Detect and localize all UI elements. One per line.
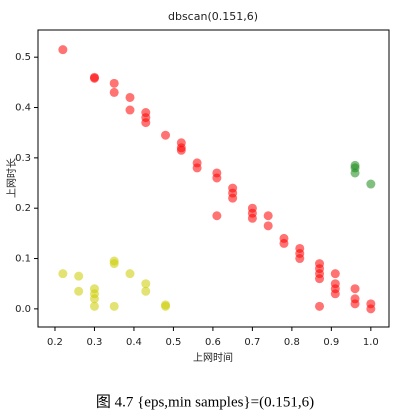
point bbox=[330, 289, 340, 299]
point bbox=[315, 301, 325, 311]
y-tick-label: 0.3 bbox=[15, 153, 31, 164]
point bbox=[74, 286, 84, 296]
chart-title: dbscan(0.151,6) bbox=[168, 10, 258, 23]
point bbox=[366, 304, 376, 314]
point bbox=[263, 211, 273, 221]
y-tick-label: 0.5 bbox=[15, 52, 31, 63]
point bbox=[212, 211, 222, 221]
x-tick-label: 0.7 bbox=[244, 337, 260, 348]
point bbox=[125, 92, 135, 102]
point bbox=[109, 78, 119, 88]
point bbox=[212, 173, 222, 183]
y-axis-label: 上网时长 bbox=[6, 158, 18, 198]
x-tick-label: 0.5 bbox=[165, 337, 181, 348]
x-tick-label: 0.6 bbox=[205, 337, 221, 348]
point bbox=[247, 213, 257, 223]
x-tick-label: 0.3 bbox=[87, 337, 103, 348]
point bbox=[366, 179, 376, 189]
point bbox=[192, 163, 202, 173]
point bbox=[109, 259, 119, 269]
point bbox=[161, 130, 171, 140]
point bbox=[350, 299, 360, 309]
point bbox=[58, 45, 68, 55]
x-tick-label: 0.9 bbox=[323, 337, 339, 348]
x-tick-label: 0.8 bbox=[284, 337, 300, 348]
point bbox=[141, 118, 151, 128]
x-tick-label: 0.2 bbox=[47, 337, 63, 348]
point bbox=[228, 193, 238, 203]
point bbox=[350, 168, 360, 178]
point bbox=[263, 221, 273, 231]
x-axis-label: 上网时间 bbox=[193, 351, 233, 364]
point bbox=[330, 269, 340, 279]
point bbox=[125, 269, 135, 279]
point bbox=[161, 300, 171, 310]
point bbox=[350, 284, 360, 294]
x-tick-label: 1.0 bbox=[363, 337, 379, 348]
figure-caption: 图 4.7 {eps,min samples}=(0.151,6) bbox=[96, 393, 314, 410]
point bbox=[279, 238, 289, 248]
point bbox=[295, 254, 305, 264]
point bbox=[74, 271, 84, 281]
point bbox=[89, 294, 99, 304]
y-tick-label: 0.2 bbox=[15, 203, 31, 214]
x-tick-label: 0.4 bbox=[126, 337, 142, 348]
point bbox=[141, 279, 151, 289]
point bbox=[109, 301, 119, 311]
point bbox=[125, 105, 135, 115]
y-tick-label: 0.4 bbox=[15, 103, 31, 114]
point bbox=[89, 301, 99, 311]
y-tick-label: 0.0 bbox=[15, 304, 31, 315]
point bbox=[315, 274, 325, 284]
point bbox=[176, 145, 186, 155]
plot-frame bbox=[37, 29, 390, 328]
point bbox=[109, 87, 119, 97]
y-tick-label: 0.1 bbox=[15, 254, 31, 265]
point bbox=[89, 73, 99, 83]
point bbox=[141, 286, 151, 296]
point bbox=[58, 269, 68, 279]
